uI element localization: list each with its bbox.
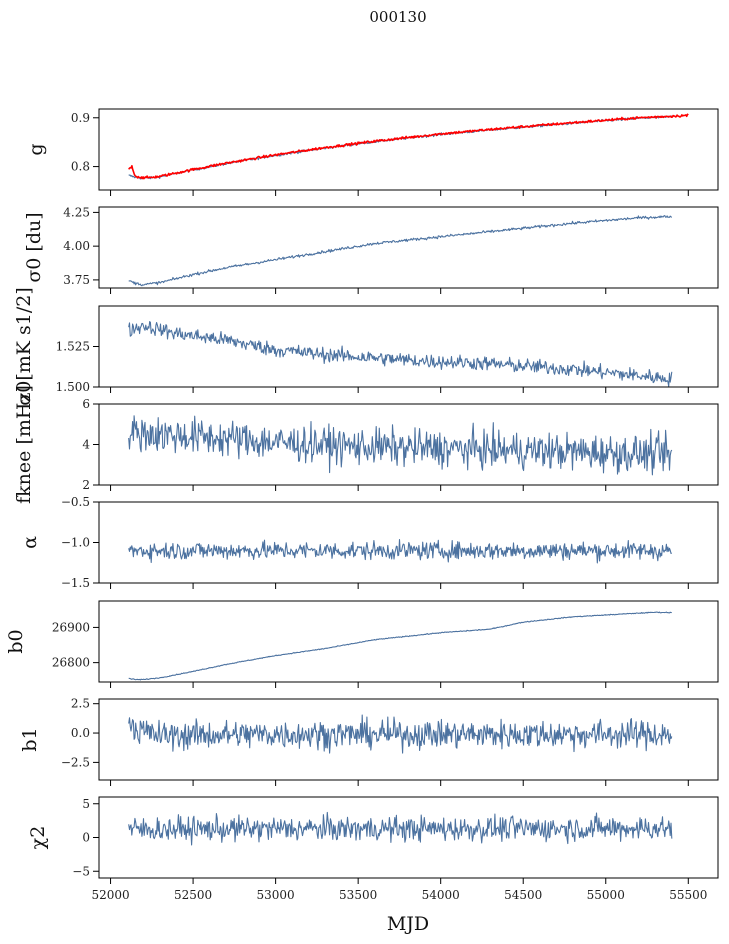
xtick-label-1: 52500 [174, 888, 212, 902]
y-axis-label-b0: b0 [5, 629, 27, 653]
panels: 0.8 0.9 g 3.75 4.00 4.25 σ0 [du] 1.500 1.525 σ0[m… [5, 108, 719, 902]
series-line-alpha-0 [128, 539, 673, 564]
ytick-label-b0-0: 26800 [52, 656, 90, 670]
series-group-b0 [128, 611, 672, 681]
panel-chi2: 52000 52500 53000 53500 54000 54500 55000 55500… [27, 796, 719, 902]
panel-b1: −2.5 0.0 2.5 b1 [19, 697, 719, 786]
ytick-label-alpha-2: −0.5 [61, 495, 90, 509]
axes-frame-b0 [98, 600, 719, 683]
ytick-label-sigma0_mk-1: 1.525 [56, 340, 90, 354]
ytick-label-sigma0_du-1: 4.00 [63, 239, 90, 253]
ytick-label-fknee-1: 4 [82, 438, 90, 452]
series-line-b1-0 [128, 714, 673, 754]
panel-alpha: −1.5 −1.0 −0.5 α [19, 495, 719, 590]
y-axis-label-alpha: α [19, 536, 41, 549]
series-group-alpha [128, 539, 673, 564]
series-group-sigma0_mk [128, 321, 673, 387]
ytick-label-fknee-2: 6 [82, 397, 90, 411]
series-line-g-0 [128, 115, 673, 180]
ytick-label-fknee-0: 2 [82, 478, 90, 492]
ytick-label-b1-0: −2.5 [61, 755, 90, 769]
ytick-label-sigma0_mk-0: 1.500 [56, 380, 90, 394]
panel-g: 0.8 0.9 g [25, 108, 719, 196]
ytick-label-sigma0_du-2: 4.25 [63, 205, 90, 219]
xtick-label-7: 55500 [669, 888, 707, 902]
series-line-b0-0 [128, 611, 672, 681]
ytick-label-g-1: 0.9 [71, 111, 90, 125]
panel-sigma0_mk: 1.500 1.525 σ0[mK s1/2] [13, 287, 719, 406]
figure-title: 000130 [369, 8, 426, 26]
ytick-label-b1-2: 2.5 [71, 697, 90, 711]
xtick-label-4: 54000 [422, 888, 460, 902]
panel-sigma0_du: 3.75 4.00 4.25 σ0 [du] [23, 205, 719, 294]
y-axis-label-fknee: fknee [mHz] [13, 385, 35, 504]
series-line-fknee-0 [128, 415, 673, 476]
series-line-sigma0_mk-0 [128, 321, 673, 387]
series-line-chi2-0 [128, 811, 673, 846]
series-group-chi2 [128, 811, 673, 846]
xtick-label-3: 53500 [339, 888, 377, 902]
ytick-label-chi2-2: 5 [82, 797, 90, 811]
y-axis-label-b1: b1 [19, 727, 41, 751]
ytick-label-alpha-1: −1.0 [61, 536, 90, 550]
y-axis-label-g: g [25, 143, 47, 155]
panel-fknee: 2 4 6 fknee [mHz] [13, 385, 719, 504]
xtick-label-6: 55000 [587, 888, 625, 902]
ytick-label-alpha-0: −1.5 [61, 576, 90, 590]
axes-frame-b1 [98, 698, 719, 781]
ytick-label-b0-1: 26900 [52, 620, 90, 634]
series-line-sigma0_du-0 [128, 215, 673, 287]
series-group-sigma0_du [128, 215, 673, 287]
series-group-fknee [128, 415, 673, 476]
ytick-label-chi2-0: −5 [72, 864, 90, 878]
ytick-label-sigma0_du-0: 3.75 [63, 273, 90, 287]
y-axis-label-sigma0_mk: σ0[mK s1/2] [13, 287, 35, 405]
panel-b0: 26800 26900 b0 [5, 600, 719, 688]
series-group-g [128, 113, 689, 180]
xtick-label-2: 53000 [257, 888, 295, 902]
axes-frame-g [98, 108, 719, 191]
ytick-label-chi2-1: 0 [82, 831, 90, 845]
y-axis-label-sigma0_du: σ0 [du] [23, 212, 45, 282]
axes-frame-sigma0_du [98, 206, 719, 289]
y-axis-label-chi2: χ2 [27, 826, 49, 850]
series-group-b1 [128, 714, 673, 754]
xtick-label-5: 54500 [504, 888, 542, 902]
xtick-label-0: 52000 [91, 888, 129, 902]
ytick-label-b1-1: 0.0 [71, 726, 90, 740]
ytick-label-g-0: 0.8 [71, 160, 90, 174]
x-axis-label: MJD [387, 913, 429, 935]
series-line-g-1 [128, 113, 689, 180]
